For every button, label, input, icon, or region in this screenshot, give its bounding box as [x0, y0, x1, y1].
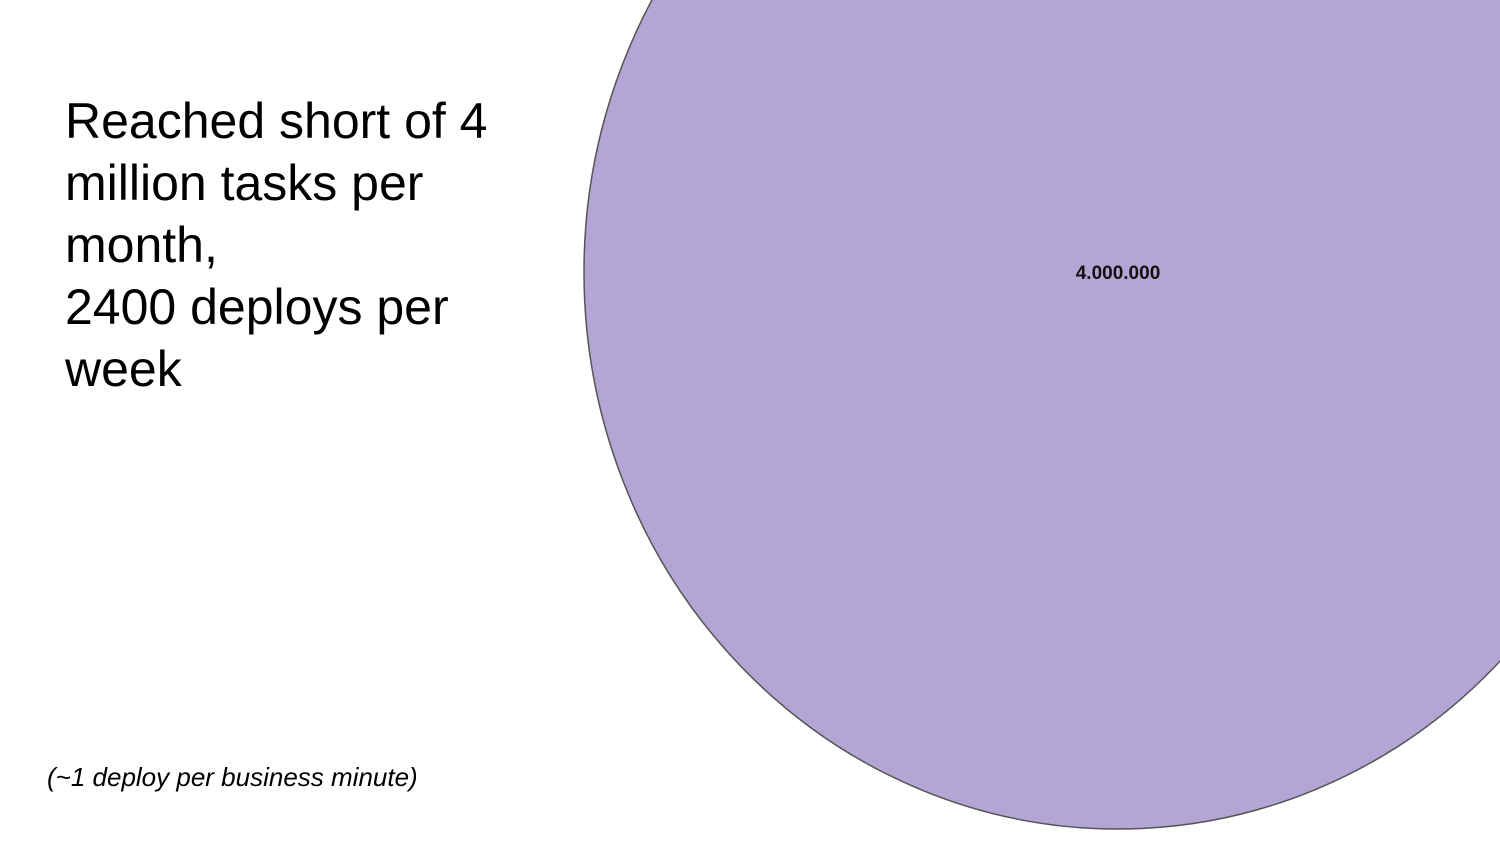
- headline-line-4: 2400 deploys per: [65, 279, 449, 335]
- headline-line-3: month,: [65, 217, 218, 273]
- headline-line-2: million tasks per: [65, 155, 424, 211]
- headline-line-1: Reached short of 4: [65, 93, 488, 149]
- bubble-circle: [583, 0, 1500, 830]
- bubble-value-label: 4.000.000: [1076, 263, 1161, 284]
- headline-line-5: week: [65, 341, 182, 397]
- footnote: (~1 deploy per business minute): [47, 762, 418, 792]
- headline: Reached short of 4 million tasks per mon…: [65, 90, 535, 400]
